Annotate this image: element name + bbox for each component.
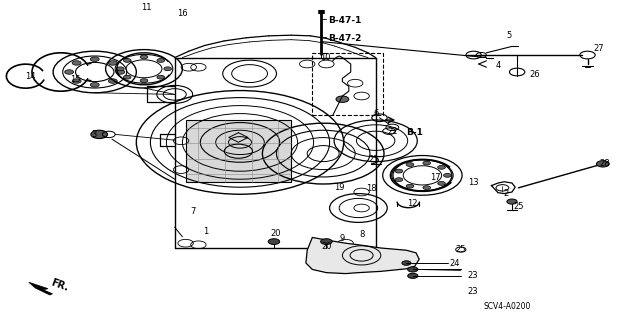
Text: 1: 1 [204,228,209,236]
Text: 18: 18 [366,184,376,193]
Bar [312,53,383,115]
Text: 25: 25 [513,202,524,211]
Circle shape [438,165,445,169]
Circle shape [423,186,431,189]
Text: 13: 13 [468,178,479,187]
Circle shape [72,61,81,65]
Text: 26: 26 [529,70,540,79]
Text: 2: 2 [503,189,508,198]
Text: 14: 14 [26,72,36,81]
Circle shape [507,199,517,204]
Circle shape [72,79,81,83]
Circle shape [408,267,418,272]
Circle shape [90,83,99,87]
Circle shape [140,79,148,83]
Circle shape [90,57,99,61]
Circle shape [438,181,445,185]
Circle shape [406,184,414,188]
Text: 23: 23 [467,287,478,296]
Circle shape [444,173,451,177]
Circle shape [116,67,124,71]
Text: 20: 20 [270,229,280,238]
Text: 20: 20 [321,242,332,251]
Text: 9: 9 [340,234,345,243]
Circle shape [65,70,74,74]
Text: 19: 19 [334,183,344,192]
Text: 8: 8 [359,230,364,239]
Circle shape [268,239,280,244]
Circle shape [124,75,131,79]
Text: B-47-1: B-47-1 [328,16,362,25]
Text: 10: 10 [320,53,330,62]
Text: 17: 17 [430,173,440,182]
Polygon shape [29,282,52,295]
Text: 28: 28 [600,159,610,168]
Circle shape [108,79,117,83]
Circle shape [91,130,108,139]
Text: 16: 16 [177,9,188,18]
Text: 6: 6 [374,109,379,118]
Text: FR.: FR. [50,278,70,293]
Circle shape [321,239,332,244]
Circle shape [402,261,411,265]
Text: 27: 27 [593,44,604,53]
Text: 21: 21 [368,156,378,164]
Polygon shape [306,237,419,274]
Circle shape [116,70,125,74]
Text: 5: 5 [506,31,511,40]
Text: SCV4-A0200: SCV4-A0200 [483,302,531,311]
Circle shape [406,163,414,166]
Circle shape [596,161,609,167]
Circle shape [336,96,349,102]
Circle shape [423,161,431,165]
Circle shape [164,67,172,71]
Circle shape [395,169,403,173]
Text: 12: 12 [408,199,418,208]
Text: B-1: B-1 [406,128,423,137]
Text: B-47-2: B-47-2 [328,34,362,43]
Text: 24: 24 [449,259,460,268]
Circle shape [140,55,148,59]
Text: 11: 11 [141,4,151,12]
Circle shape [124,59,131,62]
Text: 3: 3 [91,130,96,139]
Text: 15: 15 [70,76,81,84]
Circle shape [157,75,164,79]
Circle shape [395,178,403,181]
Circle shape [108,61,117,65]
Circle shape [157,59,164,62]
Text: 23: 23 [467,271,478,280]
Bar [186,120,291,182]
Text: 25: 25 [456,245,466,254]
Circle shape [408,273,418,278]
Text: 7: 7 [191,207,196,216]
Text: 22: 22 [387,127,397,136]
Text: 4: 4 [495,61,500,70]
